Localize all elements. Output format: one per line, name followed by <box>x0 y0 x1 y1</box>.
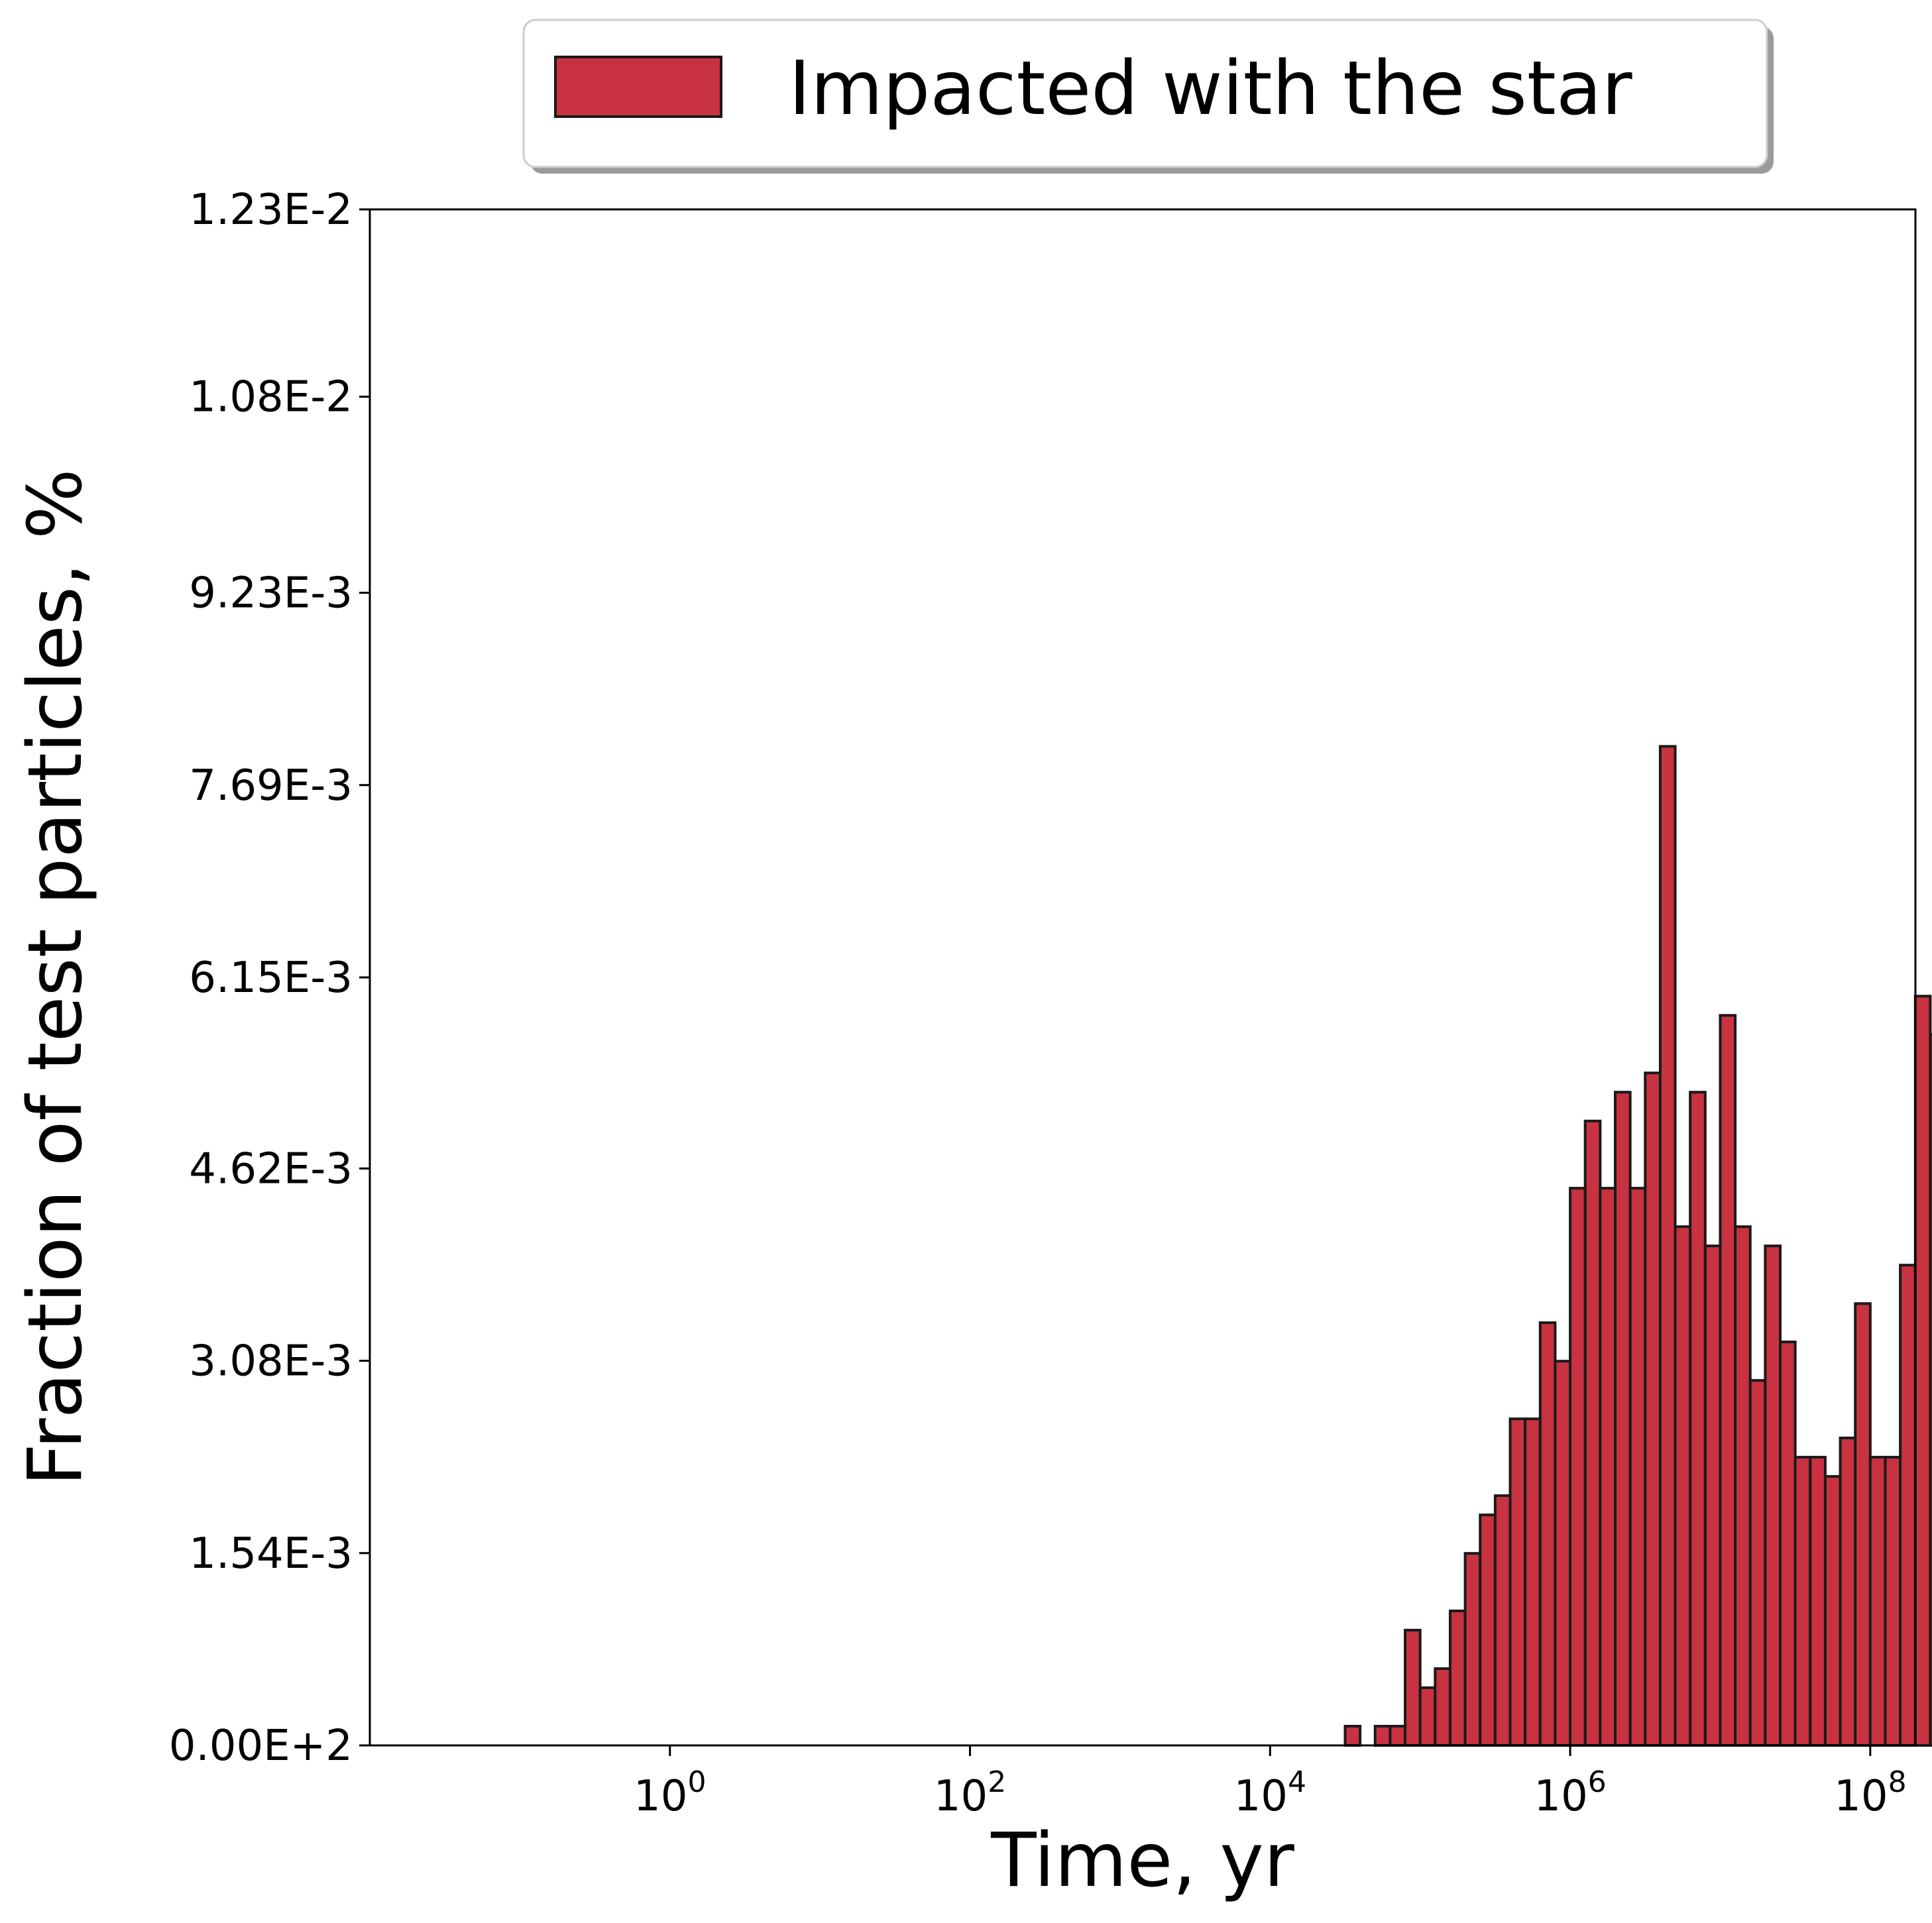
legend: Impacted with the star <box>522 19 1774 174</box>
histogram-bar <box>1373 1724 1392 1747</box>
histogram-bar <box>1703 1244 1722 1747</box>
histogram-bar <box>1599 1187 1617 1747</box>
y-tick-label: 9.23E-3 <box>189 569 353 618</box>
x-tick-label: 102 <box>934 1765 1006 1821</box>
histogram-bar <box>1479 1513 1497 1747</box>
histogram-bar <box>1839 1437 1857 1747</box>
y-axis-label: Fraction of test particles, % <box>13 468 99 1486</box>
histogram-bar <box>1613 1091 1632 1747</box>
histogram-bar <box>1719 1014 1737 1747</box>
histogram-bar <box>1884 1456 1902 1747</box>
histogram-bar <box>1913 995 1932 1747</box>
y-tick-label: 1.54E-3 <box>189 1529 353 1578</box>
histogram-bar <box>1434 1667 1451 1747</box>
y-axis-ticks: 0.00E+2 1.54E-3 3.08E-3 4.62E-3 6.15E-3 7.69E… <box>169 186 370 1771</box>
histogram-bar <box>1793 1456 1812 1747</box>
legend-box <box>522 19 1768 168</box>
histogram-bar <box>1764 1244 1782 1747</box>
histogram-bar <box>1689 1091 1707 1747</box>
histogram-bar <box>1343 1724 1362 1747</box>
histogram-bar <box>1868 1456 1887 1747</box>
histogram-bar <box>1389 1724 1407 1747</box>
histogram-bar <box>1658 745 1677 1747</box>
histogram-bar <box>1644 1071 1662 1747</box>
x-axis-label: Time, yr <box>990 1818 1295 1904</box>
histogram-bar <box>1854 1302 1872 1747</box>
histogram-bar <box>1404 1629 1422 1747</box>
histogram-bar <box>1418 1686 1437 1747</box>
legend-label: Impacted with the star <box>789 46 1632 132</box>
y-tick-label: 6.15E-3 <box>189 954 353 1003</box>
legend-swatch <box>554 56 722 118</box>
x-axis-ticks: 100 102 104 106 108 <box>634 1745 1907 1821</box>
histogram-bar <box>1463 1552 1482 1747</box>
y-tick-label: 7.69E-3 <box>189 761 353 810</box>
y-tick-label: 4.62E-3 <box>189 1144 353 1193</box>
histogram-bar <box>1779 1341 1797 1747</box>
histogram-bar <box>1493 1494 1512 1747</box>
histogram-bar <box>1448 1610 1467 1747</box>
histogram-bar <box>1628 1187 1647 1747</box>
histogram-bar <box>1554 1360 1572 1747</box>
histogram-bar <box>1538 1321 1557 1747</box>
histogram-bar <box>1569 1187 1587 1747</box>
histogram-bar <box>1929 1033 1932 1747</box>
histogram-bar <box>1823 1475 1842 1747</box>
histogram-bar <box>1583 1119 1602 1747</box>
bar-series <box>520 745 1932 1747</box>
histogram-bar <box>1748 1379 1767 1747</box>
x-tick-label: 108 <box>1834 1765 1906 1821</box>
y-tick-label: 1.23E-2 <box>189 186 353 235</box>
x-tick-label: 106 <box>1534 1765 1606 1821</box>
x-tick-label: 104 <box>1234 1765 1306 1821</box>
histogram-bar <box>1734 1225 1752 1747</box>
histogram-bar <box>1508 1417 1527 1747</box>
histogram-bar <box>1899 1264 1917 1747</box>
y-tick-label: 1.08E-2 <box>189 373 353 422</box>
histogram-bar <box>1809 1456 1827 1747</box>
histogram-bar <box>1524 1417 1542 1747</box>
x-tick-label: 100 <box>634 1765 706 1821</box>
y-tick-label: 0.00E+2 <box>169 1722 353 1771</box>
y-tick-label: 3.08E-3 <box>189 1337 353 1386</box>
histogram-bar <box>1674 1225 1692 1747</box>
